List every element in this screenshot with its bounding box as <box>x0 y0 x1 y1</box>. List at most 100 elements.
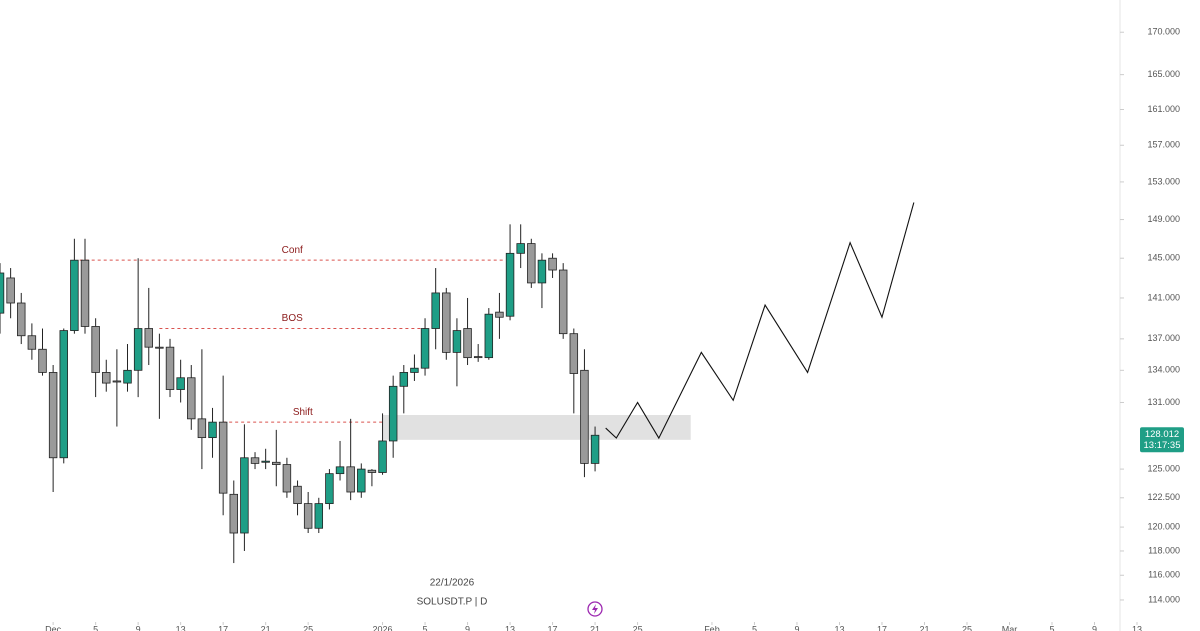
x-tick-label: 9 <box>136 624 141 631</box>
y-tick-label: 141.000 <box>1147 292 1180 302</box>
y-tick-label: 116.000 <box>1148 570 1180 580</box>
x-tick-label: 17 <box>877 624 887 631</box>
candle-body <box>176 377 185 390</box>
candle-body <box>314 503 324 529</box>
candle-body <box>420 328 430 369</box>
candle-body <box>218 421 228 494</box>
candle-body <box>282 464 292 493</box>
candle-body <box>240 457 249 534</box>
y-tick-label: 161.000 <box>1147 104 1180 114</box>
candle-body <box>505 252 515 317</box>
countdown-label: 13:17:35 <box>1144 440 1181 451</box>
candle-body <box>144 328 153 348</box>
x-tick-label: Feb <box>704 624 720 631</box>
candle-body <box>133 328 143 371</box>
candle-body <box>293 485 302 505</box>
last-price-label: 128.012 <box>1145 429 1179 440</box>
x-tick-label: 9 <box>1092 624 1097 631</box>
candle-body <box>91 326 100 373</box>
candle-body <box>495 311 504 318</box>
candle-body <box>112 380 122 383</box>
x-tick-label: Dec <box>45 624 62 631</box>
candle-body <box>208 421 217 439</box>
level-label: Conf <box>282 245 303 256</box>
x-tick-label: 13 <box>1132 624 1142 631</box>
candle-body <box>102 372 111 384</box>
x-tick-label: 5 <box>752 624 757 631</box>
candle-body <box>484 313 494 359</box>
last-price-box <box>1140 427 1184 453</box>
candle-body <box>229 493 239 534</box>
candle-body <box>410 367 419 373</box>
y-tick-label: 120.000 <box>1147 521 1180 531</box>
candle-body <box>452 330 462 353</box>
x-tick-label: 2026 <box>373 624 393 631</box>
candle-body <box>399 372 409 387</box>
candle-body <box>367 469 377 473</box>
candle-body <box>250 457 260 464</box>
zone <box>382 415 691 440</box>
candle-body <box>48 372 58 459</box>
event-icon[interactable] <box>587 601 603 617</box>
x-tick-label: 13 <box>176 624 186 631</box>
candle-body <box>516 243 525 254</box>
candle-body <box>17 302 26 337</box>
candle-body <box>527 243 536 284</box>
candle-body <box>261 460 270 463</box>
candle-body <box>346 466 355 493</box>
candle-body <box>165 346 175 390</box>
x-tick-label: 9 <box>794 624 799 631</box>
y-tick-label: 118.000 <box>1148 545 1180 555</box>
candle-body <box>197 418 207 439</box>
x-tick-label: 21 <box>261 624 271 631</box>
candle-body <box>558 269 568 335</box>
y-tick-label: 165.000 <box>1147 69 1180 79</box>
x-tick-label: 13 <box>505 624 515 631</box>
y-tick-label: 153.000 <box>1147 176 1180 186</box>
y-tick-label: 125.000 <box>1147 463 1180 473</box>
candle-body <box>0 272 5 314</box>
candle-body <box>38 348 47 373</box>
x-tick-label: 25 <box>303 624 313 631</box>
candle-body <box>6 277 15 304</box>
x-tick-label: 5 <box>1049 624 1054 631</box>
y-tick-label: 134.000 <box>1147 365 1180 375</box>
x-tick-label: 17 <box>548 624 558 631</box>
crosshair-date: 22/1/2026 <box>430 578 475 589</box>
candle-body <box>325 473 334 505</box>
projection-line <box>605 202 915 440</box>
y-tick-label: 157.000 <box>1147 140 1180 150</box>
y-tick-label: 149.000 <box>1147 214 1180 224</box>
x-tick-label: 9 <box>465 624 470 631</box>
x-tick-label: 5 <box>423 624 428 631</box>
y-tick-label: 137.000 <box>1147 333 1180 343</box>
level-label: BOS <box>282 313 303 324</box>
candle-body <box>187 377 196 420</box>
candle-body <box>155 346 164 349</box>
candle-body <box>303 503 313 529</box>
candle-body <box>357 468 366 493</box>
x-tick-label: 13 <box>834 624 844 631</box>
x-tick-label: 25 <box>633 624 643 631</box>
y-tick-label: 122.500 <box>1147 492 1180 502</box>
event-icon-bolt <box>592 604 598 614</box>
x-tick-label: 21 <box>590 624 600 631</box>
candle-body <box>431 292 440 329</box>
candle-body <box>463 328 472 359</box>
candle-body <box>473 356 483 359</box>
y-tick-label: 114.000 <box>1148 594 1180 604</box>
x-tick-label: 21 <box>919 624 929 631</box>
x-tick-label: 17 <box>218 624 228 631</box>
level-label: Shift <box>293 407 313 418</box>
candle-body <box>70 259 79 331</box>
x-tick-label: 25 <box>962 624 972 631</box>
candle-body <box>27 335 37 350</box>
candle-body <box>442 292 451 353</box>
candle-body <box>272 461 281 465</box>
candle-body <box>123 369 132 384</box>
candle-body <box>548 257 557 271</box>
y-tick-label: 145.000 <box>1147 253 1180 263</box>
candle-body <box>388 385 398 442</box>
symbol-label: SOLUSDT.P | D <box>417 597 488 608</box>
